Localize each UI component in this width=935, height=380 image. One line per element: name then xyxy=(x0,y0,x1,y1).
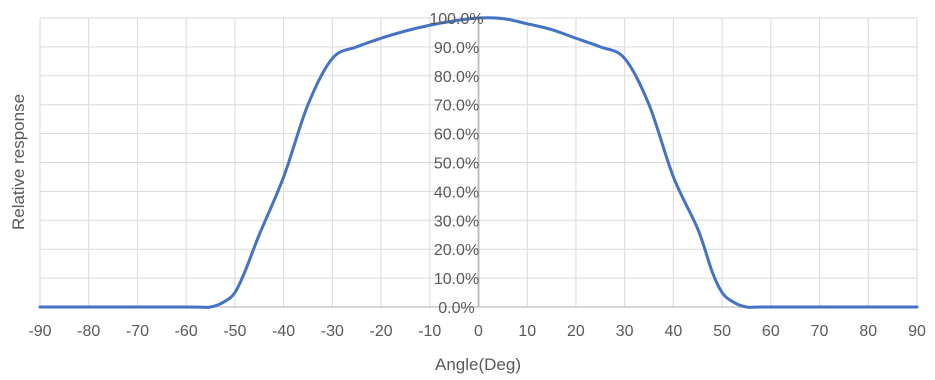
x-tick-label: 50 xyxy=(713,323,731,340)
x-tick-label: -90 xyxy=(28,323,51,340)
x-tick-label: 70 xyxy=(811,323,829,340)
y-tick-label: 10.0% xyxy=(434,271,479,288)
x-tick-label: 40 xyxy=(664,323,682,340)
x-tick-label: 10 xyxy=(518,323,536,340)
y-tick-label: 100.0% xyxy=(429,11,483,28)
y-tick-label: 20.0% xyxy=(434,242,479,259)
y-tick-label: 30.0% xyxy=(434,213,479,230)
x-tick-label: -70 xyxy=(126,323,149,340)
series-layer xyxy=(38,16,919,309)
y-tick-label: 70.0% xyxy=(434,98,479,115)
x-tick-label: -40 xyxy=(272,323,295,340)
x-tick-label: -60 xyxy=(175,323,198,340)
x-tick-label: 90 xyxy=(908,323,926,340)
y-tick-labels: 0.0% 10.0% 20.0% 30.0% 40.0% 50.0% 60.0% 70.0% 8… xyxy=(429,11,483,317)
x-tick-label: 30 xyxy=(616,323,634,340)
x-tick-label: -80 xyxy=(77,323,100,340)
x-tick-label: 0 xyxy=(474,323,483,340)
x-tick-labels: -90 -80 -70 -60 -50 -40 -30 -20 -10 0 10 20 30 40 50 60… xyxy=(28,323,926,340)
y-tick-label: 40.0% xyxy=(434,184,479,201)
x-tick-label: 80 xyxy=(859,323,877,340)
x-tick-label: -50 xyxy=(223,323,246,340)
y-tick-label: 90.0% xyxy=(434,40,479,57)
series-line-0 xyxy=(38,16,919,309)
y-tick-label: 60.0% xyxy=(434,127,479,144)
x-tick-label: 20 xyxy=(567,323,585,340)
y-tick-label: 0.0% xyxy=(438,300,474,317)
x-tick-label: -20 xyxy=(369,323,392,340)
x-tick-label: -10 xyxy=(418,323,441,340)
y-tick-label: 50.0% xyxy=(434,156,479,173)
y-tick-label: 80.0% xyxy=(434,69,479,86)
x-tick-label: 60 xyxy=(762,323,780,340)
x-tick-label: -30 xyxy=(321,323,344,340)
x-axis-title: Angle(Deg) xyxy=(435,355,521,374)
y-axis-title: Relative response xyxy=(9,94,28,230)
